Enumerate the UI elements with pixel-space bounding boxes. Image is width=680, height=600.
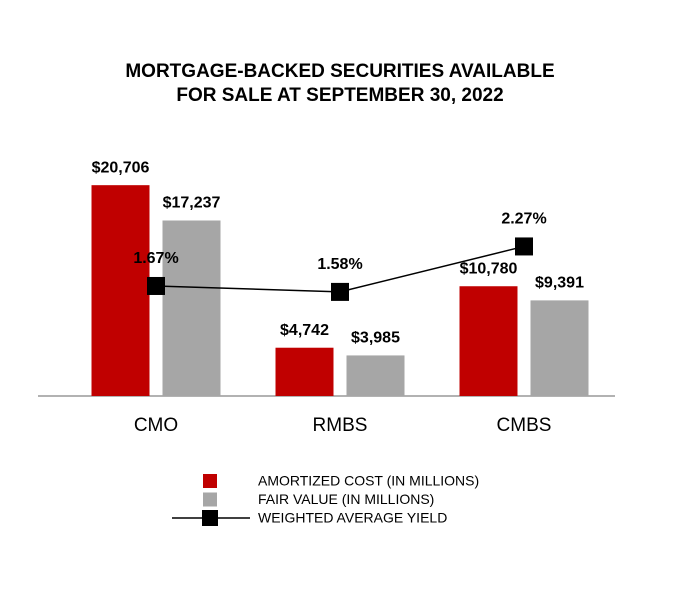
legend-swatch: [202, 510, 218, 526]
line-marker: [331, 282, 349, 301]
legend-label: WEIGHTED AVERAGE YIELD: [258, 510, 447, 526]
chart-title: MORTGAGE-BACKED SECURITIES AVAILABLE FOR…: [125, 61, 555, 106]
legend-label: AMORTIZED COST (IN MILLIONS): [258, 473, 479, 489]
bar: [91, 185, 150, 396]
legend-swatch: [203, 492, 217, 507]
bar: [346, 355, 405, 396]
value-label: 1.58%: [317, 256, 362, 273]
value-label: $20,706: [92, 159, 150, 176]
value-label: $9,391: [535, 275, 584, 292]
x-tick-label: CMBS: [497, 415, 552, 436]
value-label: $3,985: [351, 330, 400, 347]
x-tick-label: RMBS: [313, 415, 368, 436]
bar: [530, 300, 589, 396]
value-label: $17,237: [163, 195, 221, 212]
value-label: $10,780: [460, 260, 518, 277]
legend-label: FAIR VALUE (IN MILLIONS): [258, 491, 434, 507]
bar: [459, 286, 518, 396]
legend-swatch: [203, 474, 217, 488]
x-tick-label: CMO: [134, 415, 178, 436]
value-label: 1.67%: [133, 250, 178, 267]
line-marker: [147, 276, 165, 295]
bar: [162, 220, 221, 396]
value-label: 2.27%: [501, 211, 546, 228]
line-marker: [515, 237, 533, 256]
bar: [275, 347, 334, 396]
value-label: $4,742: [280, 322, 329, 339]
